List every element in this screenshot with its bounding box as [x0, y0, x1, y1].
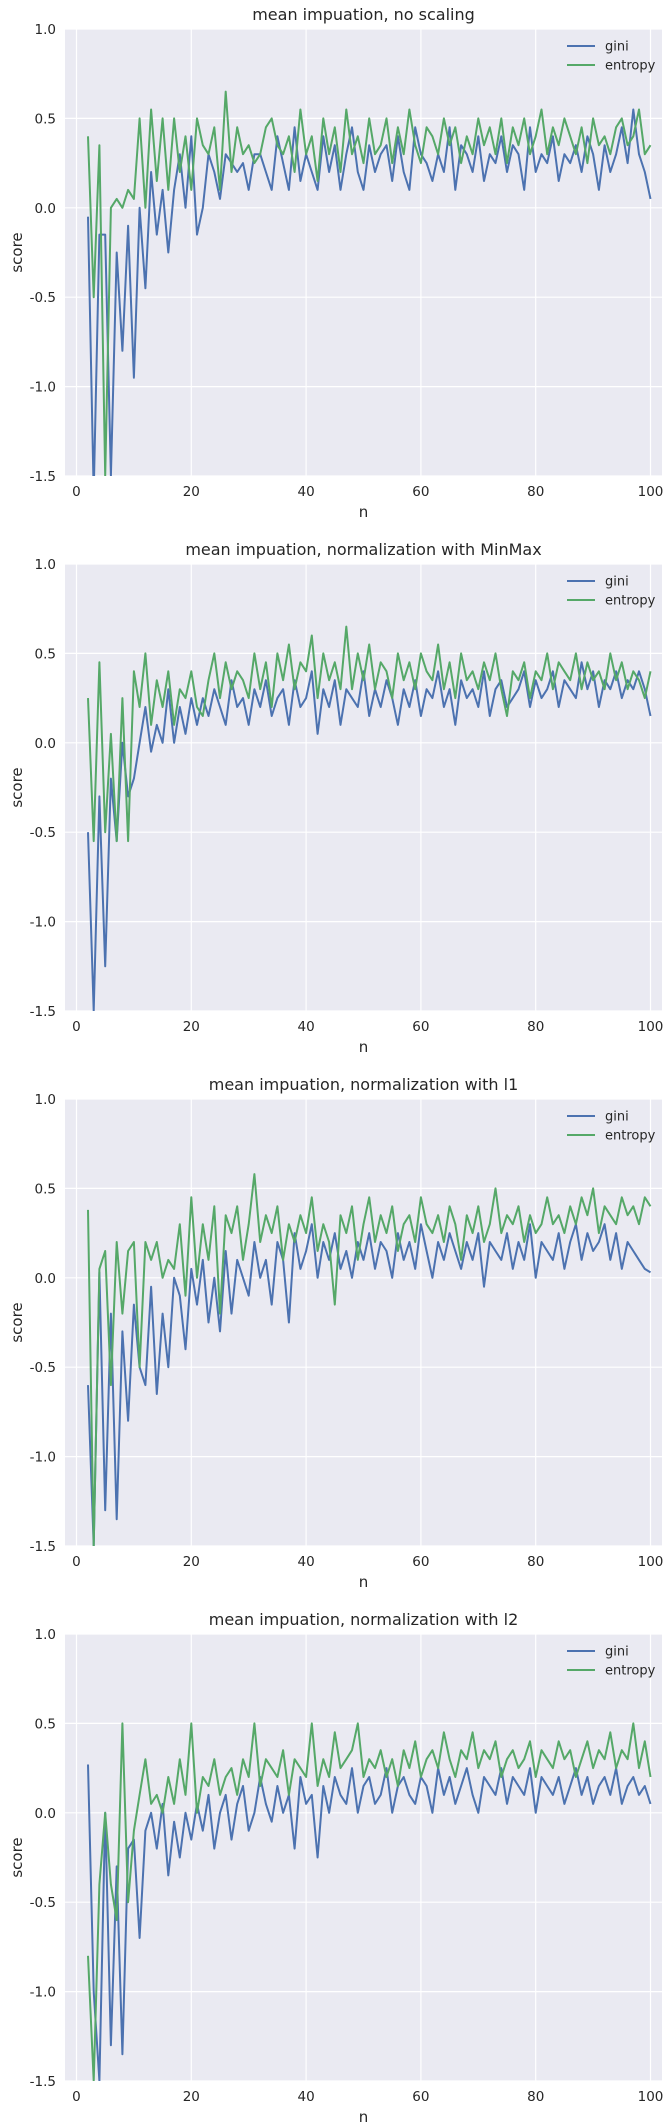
plot-area	[65, 29, 662, 476]
y-tick-label: -0.5	[30, 1895, 56, 1911]
y-tick-label: 1.0	[35, 22, 56, 38]
y-tick-label: -1.5	[30, 1539, 56, 1555]
x-axis-label: n	[359, 2108, 369, 2125]
series-line-gini	[87, 1764, 652, 2081]
series-group	[87, 625, 652, 1011]
series-line-entropy	[87, 625, 652, 843]
x-tick-label: 60	[412, 484, 429, 500]
y-tick-label: 0.0	[35, 201, 56, 217]
y-tick-label: -0.5	[30, 825, 56, 841]
x-tick-label: 40	[298, 1019, 315, 1035]
chart-title: mean impuation, no scaling	[252, 5, 475, 24]
x-tick-label: 80	[527, 1554, 544, 1570]
x-axis-label: n	[359, 503, 369, 521]
x-tick-label: 0	[72, 484, 81, 500]
y-axis-label: score	[8, 1837, 26, 1877]
legend-label-entropy: entropy	[605, 1129, 656, 1144]
legend: gini entropy	[567, 575, 656, 609]
plot-area	[65, 1634, 662, 2081]
legend-label-gini: gini	[605, 575, 629, 590]
y-tick-label: 0.5	[35, 111, 56, 127]
y-tick-label: 0.0	[35, 736, 56, 752]
y-tick-label: 1.0	[35, 1627, 56, 1643]
x-tick-label: 80	[527, 484, 544, 500]
x-tick-label: 80	[527, 1019, 544, 1035]
x-axis-label: n	[359, 1573, 369, 1591]
chart-panel-1: 0 20 40 60 80 100 1.0 0.5 0.0 -0.5 -1.0 -1.5 mean im…	[8, 5, 663, 521]
x-tick-label: 40	[298, 1554, 315, 1570]
series-group	[87, 90, 652, 476]
y-axis-label: score	[8, 232, 26, 272]
plot-area	[65, 564, 662, 1011]
series-line-gini	[87, 661, 652, 1011]
chart-title: mean impuation, normalization with l2	[209, 1610, 519, 1629]
y-tick-label: -0.5	[30, 1360, 56, 1376]
x-tick-label: 20	[183, 1554, 200, 1570]
legend: gini entropy	[567, 1645, 656, 1679]
x-tick-label: 80	[527, 2089, 544, 2105]
y-axis-label: score	[8, 1302, 26, 1342]
y-tick-label: -1.5	[30, 469, 56, 485]
x-tick-label: 100	[638, 1019, 664, 1035]
chart-panel-4: 0 20 40 60 80 100 1.0 0.5 0.0 -0.5 -1.0 -1.5 mean im…	[8, 1610, 663, 2125]
y-tick-label: -1.0	[30, 1450, 56, 1466]
y-tick-label: -0.5	[30, 290, 56, 306]
y-tick-label: 0.0	[35, 1271, 56, 1287]
x-tick-label: 60	[412, 1019, 429, 1035]
series-line-gini	[87, 1223, 652, 1546]
x-tick-label: 0	[72, 1019, 81, 1035]
series-line-entropy	[87, 1173, 652, 1546]
legend-label-entropy: entropy	[605, 1664, 656, 1679]
legend-label-entropy: entropy	[605, 594, 656, 609]
x-tick-label: 40	[298, 484, 315, 500]
x-tick-label: 0	[72, 2089, 81, 2105]
legend-label-gini: gini	[605, 1645, 629, 1660]
y-tick-label: 1.0	[35, 1092, 56, 1108]
chart-panel-3: 0 20 40 60 80 100 1.0 0.5 0.0 -0.5 -1.0 -1.5 mean im…	[8, 1075, 663, 1591]
legend-label-gini: gini	[605, 40, 629, 55]
y-tick-label: -1.0	[30, 380, 56, 396]
x-tick-label: 100	[638, 1554, 664, 1570]
legend-label-entropy: entropy	[605, 59, 656, 74]
x-tick-label: 60	[412, 2089, 429, 2105]
y-tick-label: 0.0	[35, 1806, 56, 1822]
y-tick-label: -1.5	[30, 2074, 56, 2090]
x-tick-label: 20	[183, 484, 200, 500]
series-group	[87, 1173, 652, 1546]
series-group	[87, 1722, 652, 2081]
y-axis-label: score	[8, 767, 26, 807]
y-tick-label: -1.0	[30, 915, 56, 931]
x-tick-label: 60	[412, 1554, 429, 1570]
legend: gini entropy	[567, 40, 656, 74]
plot-area	[65, 1099, 662, 1546]
y-tick-label: -1.0	[30, 1985, 56, 2001]
chart-title: mean impuation, normalization with l1	[209, 1075, 519, 1094]
x-tick-label: 0	[72, 1554, 81, 1570]
series-line-entropy	[87, 1722, 652, 2081]
series-line-entropy	[87, 90, 652, 476]
x-tick-label: 100	[638, 484, 664, 500]
legend: gini entropy	[567, 1110, 656, 1144]
x-tick-label: 20	[183, 2089, 200, 2105]
x-tick-label: 40	[298, 2089, 315, 2105]
chart-title: mean impuation, normalization with MinMa…	[185, 540, 541, 559]
legend-label-gini: gini	[605, 1110, 629, 1125]
y-tick-label: 0.5	[35, 646, 56, 662]
y-tick-label: 0.5	[35, 1181, 56, 1197]
x-tick-label: 20	[183, 1019, 200, 1035]
series-line-gini	[87, 108, 652, 476]
y-tick-label: 0.5	[35, 1716, 56, 1732]
chart-panel-2: 0 20 40 60 80 100 1.0 0.5 0.0 -0.5 -1.0 -1.5 mean im…	[8, 540, 663, 1056]
y-tick-label: -1.5	[30, 1004, 56, 1020]
x-tick-label: 100	[638, 2089, 664, 2105]
x-axis-label: n	[359, 1038, 369, 1056]
y-tick-label: 1.0	[35, 557, 56, 573]
